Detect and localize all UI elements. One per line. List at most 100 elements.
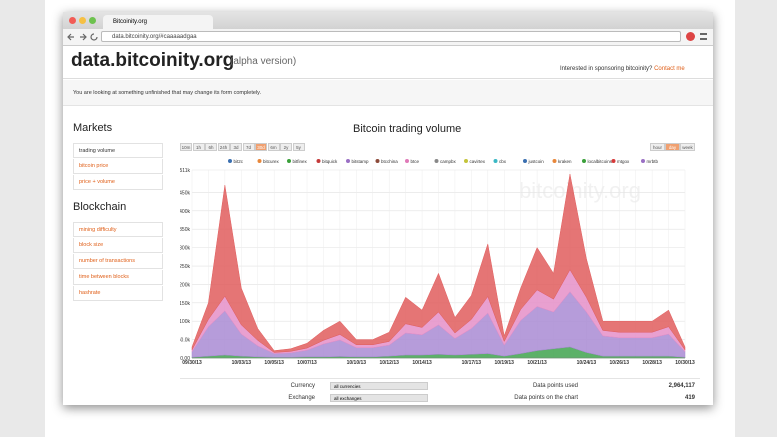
x-tick-label: 10/19/13 bbox=[494, 360, 514, 366]
legend-label: btce bbox=[411, 159, 420, 164]
y-tick-label: 0.00 bbox=[180, 356, 190, 362]
sponsor-note: Interested in sponsoring bitcoinity? Con… bbox=[560, 66, 685, 72]
x-tick-label: 10/17/13 bbox=[462, 360, 482, 366]
nav-item[interactable]: block size bbox=[73, 238, 163, 253]
y-tick-label: 400k bbox=[180, 209, 190, 215]
contact-link[interactable]: Contact me bbox=[654, 66, 685, 72]
x-tick-label: 10/07/13 bbox=[297, 360, 317, 366]
legend-label: campbx bbox=[440, 159, 457, 164]
resolution-button[interactable]: day bbox=[665, 143, 680, 151]
x-tick-label: 09/30/13 bbox=[182, 360, 202, 366]
select[interactable]: all currencies bbox=[330, 382, 428, 390]
legend-swatch bbox=[582, 159, 586, 163]
site-subtitle: (alpha version) bbox=[230, 56, 297, 67]
close-button[interactable] bbox=[69, 17, 76, 24]
legend-label: mrbtb bbox=[647, 159, 659, 164]
x-tick-label: 10/12/13 bbox=[379, 360, 399, 366]
extension-icon[interactable] bbox=[686, 32, 695, 41]
legend-label: localbitcoins bbox=[588, 159, 613, 164]
x-tick-label: 10/24/13 bbox=[577, 360, 597, 366]
range-button[interactable]: 1h bbox=[192, 143, 205, 151]
y-tick-label: 511k bbox=[180, 168, 190, 174]
x-tick-label: 10/10/13 bbox=[347, 360, 367, 366]
tab[interactable]: Bitcoinity.org bbox=[103, 15, 213, 29]
y-tick-label: 300k bbox=[180, 246, 190, 252]
y-tick-label: 150k bbox=[180, 301, 190, 307]
nav-item[interactable]: time between blocks bbox=[73, 270, 163, 285]
stat-value: 419 bbox=[684, 395, 695, 401]
chart-title: Bitcoin trading volume bbox=[353, 123, 462, 135]
divider bbox=[63, 78, 713, 79]
y-tick-label: 50.0k bbox=[180, 338, 190, 344]
y-tick-label: 450k bbox=[180, 190, 190, 196]
legend-swatch bbox=[375, 159, 380, 163]
legend-swatch bbox=[434, 159, 439, 163]
area bbox=[191, 173, 686, 353]
notice: You are looking at something unfinished … bbox=[63, 80, 713, 106]
x-tick-label: 10/14/13 bbox=[412, 360, 432, 366]
range-button[interactable]: 3d bbox=[230, 143, 242, 151]
legend-label: bitquick bbox=[322, 159, 338, 164]
legend-swatch bbox=[493, 159, 498, 163]
legend-swatch bbox=[523, 159, 527, 163]
range-button[interactable]: 30d bbox=[255, 143, 267, 151]
watermark: bitcoinity.org bbox=[519, 178, 641, 203]
legend-swatch bbox=[611, 159, 616, 163]
stat-label: Data points used bbox=[532, 383, 578, 389]
legend-swatch bbox=[346, 159, 350, 163]
nav-buttons[interactable] bbox=[67, 32, 99, 42]
nav-item[interactable]: hashrate bbox=[73, 286, 163, 301]
x-tick-label: 10/30/13 bbox=[675, 360, 695, 366]
x-tick-label: 10/03/13 bbox=[232, 360, 252, 366]
site-title[interactable]: data.bitcoinity.org bbox=[71, 50, 235, 71]
y-tick-label: 350k bbox=[180, 227, 190, 233]
browser-window: Bitcoinity.org data.bitcoinity.org/#caaa… bbox=[63, 12, 713, 405]
sponsor-text: Interested in sponsoring bitcoinity? bbox=[560, 66, 653, 72]
range-button[interactable]: 5y bbox=[292, 143, 305, 151]
legend-label: justcoin bbox=[528, 159, 545, 164]
menu-button[interactable] bbox=[700, 33, 707, 40]
select[interactable]: all exchanges bbox=[330, 394, 428, 402]
x-tick-label: 10/21/13 bbox=[527, 360, 547, 366]
range-button[interactable]: 6m bbox=[267, 143, 280, 151]
minimize-button[interactable] bbox=[79, 17, 86, 24]
resolution-button[interactable]: hour bbox=[650, 143, 665, 151]
legend-swatch bbox=[316, 159, 321, 163]
resolution-button[interactable]: week bbox=[680, 143, 695, 151]
legend-label: bitcurex bbox=[263, 159, 280, 164]
section-title: Markets bbox=[73, 122, 113, 134]
legend-label: bit2c bbox=[234, 159, 244, 164]
nav-item[interactable]: bitcoin price bbox=[73, 159, 163, 174]
nav-item[interactable]: mining difficulty bbox=[73, 222, 163, 237]
x-tick-label: 10/26/13 bbox=[610, 360, 630, 366]
nav-item[interactable]: price + volume bbox=[73, 175, 163, 190]
legend-swatch bbox=[287, 159, 291, 163]
legend-label: bitstamp bbox=[352, 159, 370, 164]
y-tick-label: 250k bbox=[180, 264, 190, 270]
legend-label: mtgox bbox=[617, 159, 630, 164]
legend-label: btcchina bbox=[381, 159, 398, 164]
section-title: Blockchain bbox=[73, 201, 127, 213]
range-button[interactable]: 10m bbox=[180, 143, 192, 151]
chart: bitcoinity.org 0.00 50.0k 100k 150k 200k 250k 3… bbox=[180, 159, 695, 366]
nav-item[interactable]: number of transactions bbox=[73, 254, 163, 269]
stat-label: Currency bbox=[290, 383, 315, 389]
legend-swatch bbox=[405, 159, 409, 163]
x-tick-label: 10/05/13 bbox=[264, 360, 284, 366]
range-button[interactable]: 6h bbox=[205, 143, 217, 151]
url-bar[interactable]: data.bitcoinity.org/#caaaaadgaa bbox=[101, 31, 681, 42]
legend-label: cavirtex bbox=[470, 159, 486, 164]
toolbar: data.bitcoinity.org/#caaaaadgaa bbox=[63, 29, 713, 46]
range-button[interactable]: 24h bbox=[217, 143, 230, 151]
y-tick-label: 100k bbox=[180, 319, 190, 325]
legend-swatch bbox=[228, 159, 232, 163]
x-tick-label: 10/28/13 bbox=[642, 360, 662, 366]
legend-swatch bbox=[641, 159, 645, 163]
range-button[interactable]: 2y bbox=[280, 143, 292, 151]
range-button[interactable]: 7d bbox=[242, 143, 255, 151]
nav-item[interactable]: trading volume bbox=[73, 143, 163, 158]
stats-divider bbox=[180, 378, 700, 379]
legend-swatch bbox=[552, 159, 557, 163]
zoom-button[interactable] bbox=[89, 17, 96, 24]
